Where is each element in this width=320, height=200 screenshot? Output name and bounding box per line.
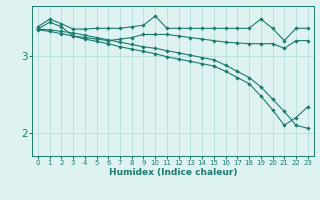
X-axis label: Humidex (Indice chaleur): Humidex (Indice chaleur): [108, 168, 237, 177]
